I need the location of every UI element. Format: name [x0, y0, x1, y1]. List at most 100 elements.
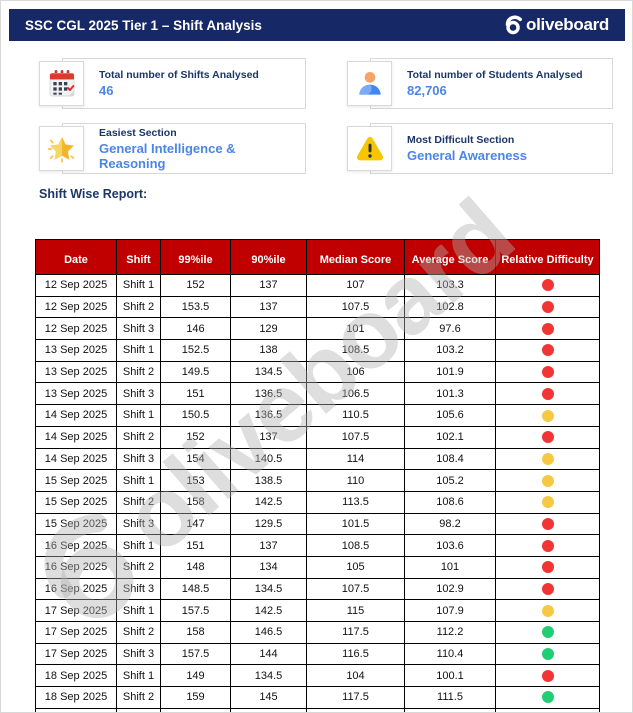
page-title: SSC CGL 2025 Tier 1 – Shift Analysis: [25, 17, 262, 33]
column-header-average-score: Average Score: [404, 239, 496, 275]
cell-date: 13 Sep 2025: [35, 339, 117, 362]
cell-median-score: 107.5: [306, 425, 405, 449]
difficulty-dot-red: [541, 517, 554, 530]
table-row: 17 Sep 2025 Shift 1 157.5 142.5 115 107.9: [35, 599, 600, 622]
cell-average-score: 103.6: [404, 534, 496, 557]
cell-p90: 134.5: [230, 577, 307, 601]
difficulty-dot-red: [541, 322, 554, 335]
cell-p99: 146: [160, 317, 231, 341]
cell-p90: 138: [230, 339, 307, 362]
cell-median-score: 110.5: [306, 404, 405, 427]
difficulty-dot-red: [541, 344, 554, 357]
stat-card-most-difficult-section: Most Difficult Section General Awareness: [370, 123, 613, 174]
table-row: 12 Sep 2025 Shift 2 153.5 137 107.5 102.8: [35, 295, 600, 319]
cell-shift: Shift 2: [116, 425, 161, 449]
table-row: 14 Sep 2025 Shift 2 152 137 107.5 102.1: [35, 425, 600, 449]
cell-average-score: 110.4: [404, 642, 496, 666]
table-header: Date Shift 99%ile 90%ile Median Score Average…: [35, 239, 600, 275]
brand-name: oliveboard: [526, 15, 609, 34]
oliveboard-logo-icon: [504, 15, 524, 35]
stat-value: 82,706: [407, 83, 447, 98]
cell-date: 15 Sep 2025: [35, 512, 117, 536]
cell-average-score: 102.8: [404, 295, 496, 319]
cell-p99: 153.5: [160, 295, 231, 319]
cell-p90: 129: [230, 317, 307, 341]
cell-date: 18 Sep 2025: [35, 686, 117, 709]
table-row: 15 Sep 2025 Shift 3 147 129.5 101.5 98.2: [35, 512, 600, 536]
cell-median-score: 101: [306, 317, 405, 341]
table-row: 13 Sep 2025 Shift 1 152.5 138 108.5 103.2: [35, 339, 600, 362]
table-row: 17 Sep 2025 Shift 2 158 146.5 117.5 112.2: [35, 621, 600, 644]
difficulty-dot-red: [541, 561, 554, 574]
cell-average-score: 112.2: [404, 621, 496, 644]
cell-date: 15 Sep 2025: [35, 469, 117, 492]
cell-shift: Shift 2: [116, 295, 161, 319]
cell-p99: 151: [160, 534, 231, 557]
table-row: 16 Sep 2025 Shift 3 148.5 134.5 107.5 102.9: [35, 577, 600, 601]
cell-p99: 150.5: [160, 404, 231, 427]
difficulty-dot-green: [541, 691, 554, 704]
cell-relative-difficulty: [495, 360, 600, 384]
stat-label: Easiest Section: [99, 126, 177, 139]
cell-date: 18 Sep 2025: [35, 664, 117, 688]
cell-median-score: 117.5: [306, 621, 405, 644]
difficulty-dot-green: [541, 648, 554, 661]
cell-average-score: 111.5: [404, 686, 496, 709]
cell-relative-difficulty: [495, 686, 600, 709]
report-heading: Shift Wise Report:: [39, 187, 148, 201]
cell-shift: Shift 3: [116, 317, 161, 341]
stat-label: Total number of Shifts Analysed: [99, 69, 259, 81]
cell-empty: [306, 707, 405, 712]
cell-relative-difficulty: [495, 339, 600, 362]
cell-average-score: 97.6: [404, 317, 496, 341]
cell-date: 16 Sep 2025: [35, 534, 117, 557]
cell-date: 14 Sep 2025: [35, 404, 117, 427]
cell-shift: Shift 1: [116, 274, 161, 297]
stat-value: 46: [99, 83, 114, 98]
cell-relative-difficulty: [495, 382, 600, 406]
difficulty-dot-yellow: [541, 604, 554, 617]
cell-average-score: 101: [404, 555, 496, 579]
cell-shift: Shift 3: [116, 447, 161, 471]
cell-p90: 134.5: [230, 360, 307, 384]
difficulty-dot-yellow: [541, 409, 554, 422]
difficulty-dot-red: [541, 539, 554, 552]
difficulty-dot-red: [541, 387, 554, 400]
cell-median-score: 116.5: [306, 642, 405, 666]
cell-average-score: 105.6: [404, 404, 496, 427]
students-icon: [347, 61, 392, 106]
difficulty-dot-green: [541, 626, 554, 639]
cell-relative-difficulty: [495, 534, 600, 557]
cell-median-score: 106: [306, 360, 405, 384]
cell-p99: 152: [160, 425, 231, 449]
cell-p90: 134.5: [230, 664, 307, 688]
cell-relative-difficulty: [495, 469, 600, 492]
cell-shift: Shift 2: [116, 621, 161, 644]
cell-average-score: 102.9: [404, 577, 496, 601]
cell-relative-difficulty: [495, 642, 600, 666]
cell-shift: Shift 2: [116, 360, 161, 384]
cell-median-score: 106.5: [306, 382, 405, 406]
cell-average-score: 101.3: [404, 382, 496, 406]
cell-relative-difficulty: [495, 404, 600, 427]
cell-average-score: 100.1: [404, 664, 496, 688]
cell-shift: Shift 2: [116, 555, 161, 579]
cell-relative-difficulty: [495, 317, 600, 341]
cell-p90: 137: [230, 295, 307, 319]
column-header-shift: Shift: [116, 239, 161, 275]
cell-date: 14 Sep 2025: [35, 425, 117, 449]
column-header-date: Date: [35, 239, 117, 275]
stat-label: Most Difficult Section: [407, 134, 515, 146]
cell-shift: Shift 1: [116, 404, 161, 427]
cell-average-score: 108.4: [404, 447, 496, 471]
cell-median-score: 101.5: [306, 512, 405, 536]
cell-p90: 144: [230, 642, 307, 666]
cell-p90: 137: [230, 274, 307, 297]
cell-p90: 140.5: [230, 447, 307, 471]
cell-date: 12 Sep 2025: [35, 317, 117, 341]
cell-median-score: 107.5: [306, 577, 405, 601]
cell-median-score: 117.5: [306, 686, 405, 709]
cell-date: 13 Sep 2025: [35, 360, 117, 384]
stat-value: General Awareness: [407, 148, 527, 163]
cell-p90: 142.5: [230, 599, 307, 622]
